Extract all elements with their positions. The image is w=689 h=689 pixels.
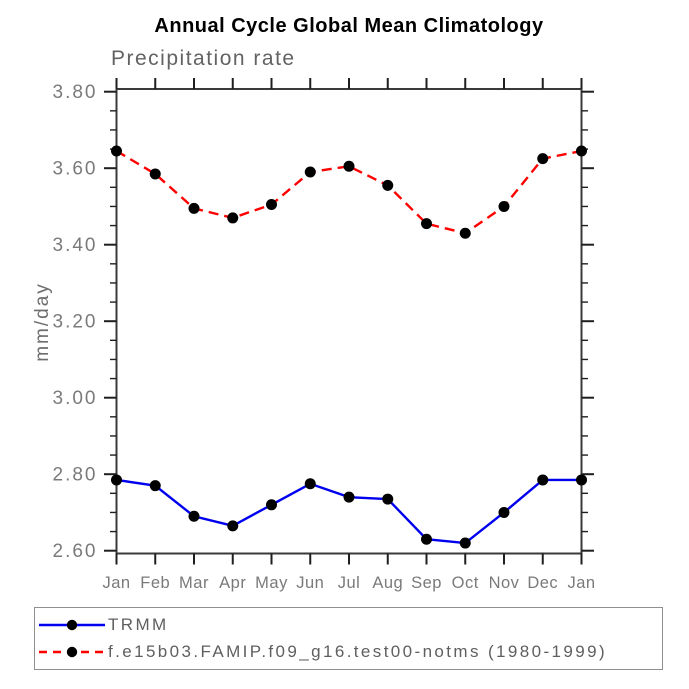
x-tick-label: Jan [102,574,130,592]
data-point-marker-1 [382,179,394,191]
x-tick-label: Jun [296,574,324,592]
data-point-marker-0 [382,493,394,505]
data-point-marker-1 [149,168,161,180]
data-point-marker-1 [266,199,277,211]
legend-marker-dot-icon [66,646,78,658]
x-tick-label: Dec [527,574,558,592]
data-point-marker-0 [537,474,549,486]
data-point-marker-0 [111,474,122,486]
data-point-marker-1 [188,202,200,214]
y-tick-label: 3.20 [53,312,98,333]
y-tick-label: 3.80 [53,82,98,103]
y-tick-label: 3.60 [53,159,98,180]
data-point-marker-0 [188,510,200,522]
y-tick-label: 3.00 [53,388,98,409]
chart-title: Annual Cycle Global Mean Climatology [154,15,544,37]
data-point-marker-1 [304,166,316,178]
data-point-marker-0 [304,478,316,490]
legend-item-trmm: TRMM [39,612,662,639]
x-tick-label: Feb [140,574,170,592]
x-tick-label: Aug [372,574,403,592]
x-tick-label: Jan [567,574,595,592]
data-point-marker-0 [343,491,355,503]
data-point-marker-1 [576,145,587,157]
y-tick-label: 3.40 [53,235,98,256]
data-point-marker-0 [149,480,161,492]
data-point-marker-1 [343,160,355,172]
x-tick-label: Oct [452,574,479,592]
legend-line-icon [39,619,105,631]
legend-sample-model [39,645,105,659]
x-tick-label: Mar [179,574,209,592]
data-point-marker-0 [421,533,432,545]
plot-area: 2.60 2.80 3.00 3.20 3.40 3.60 3.80 Jan Feb Mar Apr… [53,78,595,592]
data-point-marker-0 [266,499,277,511]
legend-sample-trmm [39,618,105,632]
x-tick-label: Nov [489,574,520,592]
legend-box: TRMM f.e15b03.FAMIP.f09_g16.test00-notms… [34,607,663,670]
legend-line-icon [39,646,105,658]
data-point-marker-1 [498,200,510,212]
data-point-marker-1 [459,227,471,239]
x-tick-label: May [255,574,288,592]
legend-label-model: f.e15b03.FAMIP.f09_g16.test00-notms (198… [108,642,608,661]
data-point-marker-1 [537,153,549,165]
chart-subtitle: Precipitation rate [111,47,296,70]
data-point-marker-0 [576,474,587,486]
data-point-marker-0 [498,506,510,518]
data-point-marker-1 [111,145,122,157]
legend-label-trmm: TRMM [108,615,169,634]
legend-marker-dot-icon [66,619,78,631]
y-tick-label: 2.80 [53,465,98,486]
legend-item-model: f.e15b03.FAMIP.f09_g16.test00-notms (198… [39,639,662,666]
data-point-marker-0 [459,537,471,549]
data-point-marker-1 [227,212,239,224]
y-tick-label: 2.60 [53,541,98,562]
x-tick-label: Jul [338,574,361,592]
plot-frame [115,88,583,555]
x-tick-label: Sep [411,574,442,592]
data-point-marker-1 [421,218,432,230]
series-line-0 [116,478,582,545]
x-tick-label: Apr [219,574,246,592]
data-point-marker-0 [227,520,239,532]
